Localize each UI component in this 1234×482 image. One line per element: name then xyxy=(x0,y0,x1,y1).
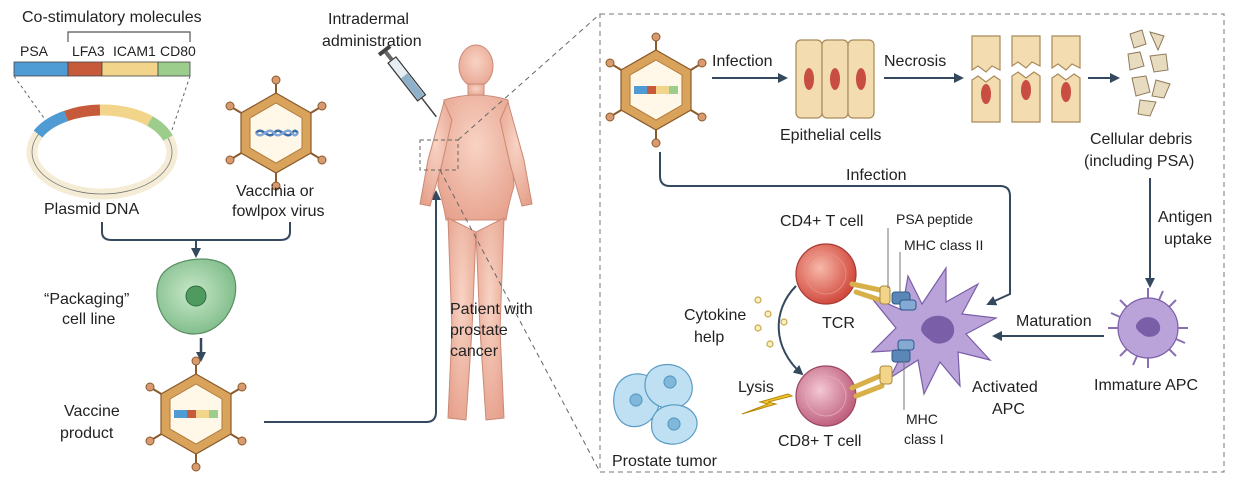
necrotic-nuclei xyxy=(981,80,1071,104)
syringe-icon xyxy=(377,44,437,118)
necrotic-cells-icon xyxy=(971,35,1081,123)
mhc1-label-2: class I xyxy=(904,431,944,447)
costim-bracket xyxy=(67,31,191,42)
activated-apc-label-2: APC xyxy=(992,401,1025,418)
immature-apc-label: Immature APC xyxy=(1094,377,1198,394)
prostate-tumor-label: Prostate tumor xyxy=(612,453,718,470)
gene-label-lfa3: LFA3 xyxy=(72,43,105,59)
tcr-mhc2-complex xyxy=(849,281,917,311)
infection-top-label: Infection xyxy=(712,53,772,70)
patient-label-1: Patient with xyxy=(450,301,533,318)
infection-mid-label: Infection xyxy=(846,167,906,184)
zoom-guide-bottom xyxy=(439,169,601,473)
costim-title: Co-stimulatory molecules xyxy=(22,9,202,26)
cassette-guide-right xyxy=(171,75,191,131)
cytokine-label-2: help xyxy=(694,329,724,346)
maturation-label: Maturation xyxy=(1016,313,1092,330)
tcr-mhc1-complex xyxy=(849,339,915,399)
plasmid-label: Plasmid DNA xyxy=(44,201,139,218)
lysis-label: Lysis xyxy=(738,379,774,396)
vaccinia-label-2: fowlpox virus xyxy=(232,203,324,220)
vaccinia-virus-icon xyxy=(225,75,327,191)
patient-label-2: prostate xyxy=(450,322,508,339)
mhc1-label-1: MHC xyxy=(906,411,938,427)
necrosis-label: Necrosis xyxy=(884,53,946,70)
gene-label-psa: PSA xyxy=(20,43,49,59)
administration-arrow xyxy=(264,190,441,423)
cd4-label: CD4+ T cell xyxy=(780,213,863,230)
cd8-label: CD8+ T cell xyxy=(778,433,861,450)
mhc2-label: MHC class II xyxy=(904,237,983,253)
cytokine-help-arrow xyxy=(777,285,804,376)
antigen-label-1: Antigen xyxy=(1158,209,1212,226)
patient-label-3: cancer xyxy=(450,343,499,360)
epithelial-label: Epithelial cells xyxy=(780,127,881,144)
intradermal-label-2: administration xyxy=(322,33,422,50)
gene-cassette-strip xyxy=(13,61,191,77)
infection-path-arrow xyxy=(659,152,1011,306)
packaging-cell-icon xyxy=(156,258,237,335)
injection-site-box xyxy=(419,139,459,171)
tcr-label: TCR xyxy=(822,315,855,332)
cytokine-label-1: Cytokine xyxy=(684,307,746,324)
epithelial-cells-icon xyxy=(795,39,875,119)
lightning-icon xyxy=(741,393,794,415)
zoom-panel xyxy=(599,13,1225,473)
cellular-debris-icon xyxy=(1127,29,1171,117)
immature-apc-icon xyxy=(1108,288,1188,368)
packaging-label-1: “Packaging” xyxy=(44,291,129,308)
cd4-tcell-icon xyxy=(795,243,857,305)
prostate-tumor-icon xyxy=(613,364,698,445)
gene-label-cd80: CD80 xyxy=(160,43,196,59)
packaging-label-2: cell line xyxy=(62,311,115,328)
vaccine-virus-icon xyxy=(145,356,247,472)
gene-label-icam1: ICAM1 xyxy=(113,43,156,59)
human-figure-icon xyxy=(419,44,533,421)
cassette-guide-left xyxy=(13,75,45,119)
cd8-tcell-icon xyxy=(795,365,857,427)
vaccine-label-1: Vaccine xyxy=(64,403,120,420)
cytokine-dots xyxy=(754,296,788,348)
psa-peptide-label: PSA peptide xyxy=(896,211,973,227)
zoom-guide-top xyxy=(457,13,601,141)
intradermal-label-1: Intradermal xyxy=(328,11,409,28)
plasmid-dna-icon xyxy=(26,104,178,200)
merge-arrow xyxy=(101,222,291,256)
debris-label-1: Cellular debris xyxy=(1090,131,1192,148)
activated-apc-label-1: Activated xyxy=(972,379,1038,396)
debris-label-2: (including PSA) xyxy=(1084,153,1194,170)
antigen-label-2: uptake xyxy=(1164,231,1212,248)
vaccine-label-2: product xyxy=(60,425,114,442)
panel-virus-icon xyxy=(605,32,707,148)
vaccinia-label-1: Vaccinia or xyxy=(236,183,315,200)
